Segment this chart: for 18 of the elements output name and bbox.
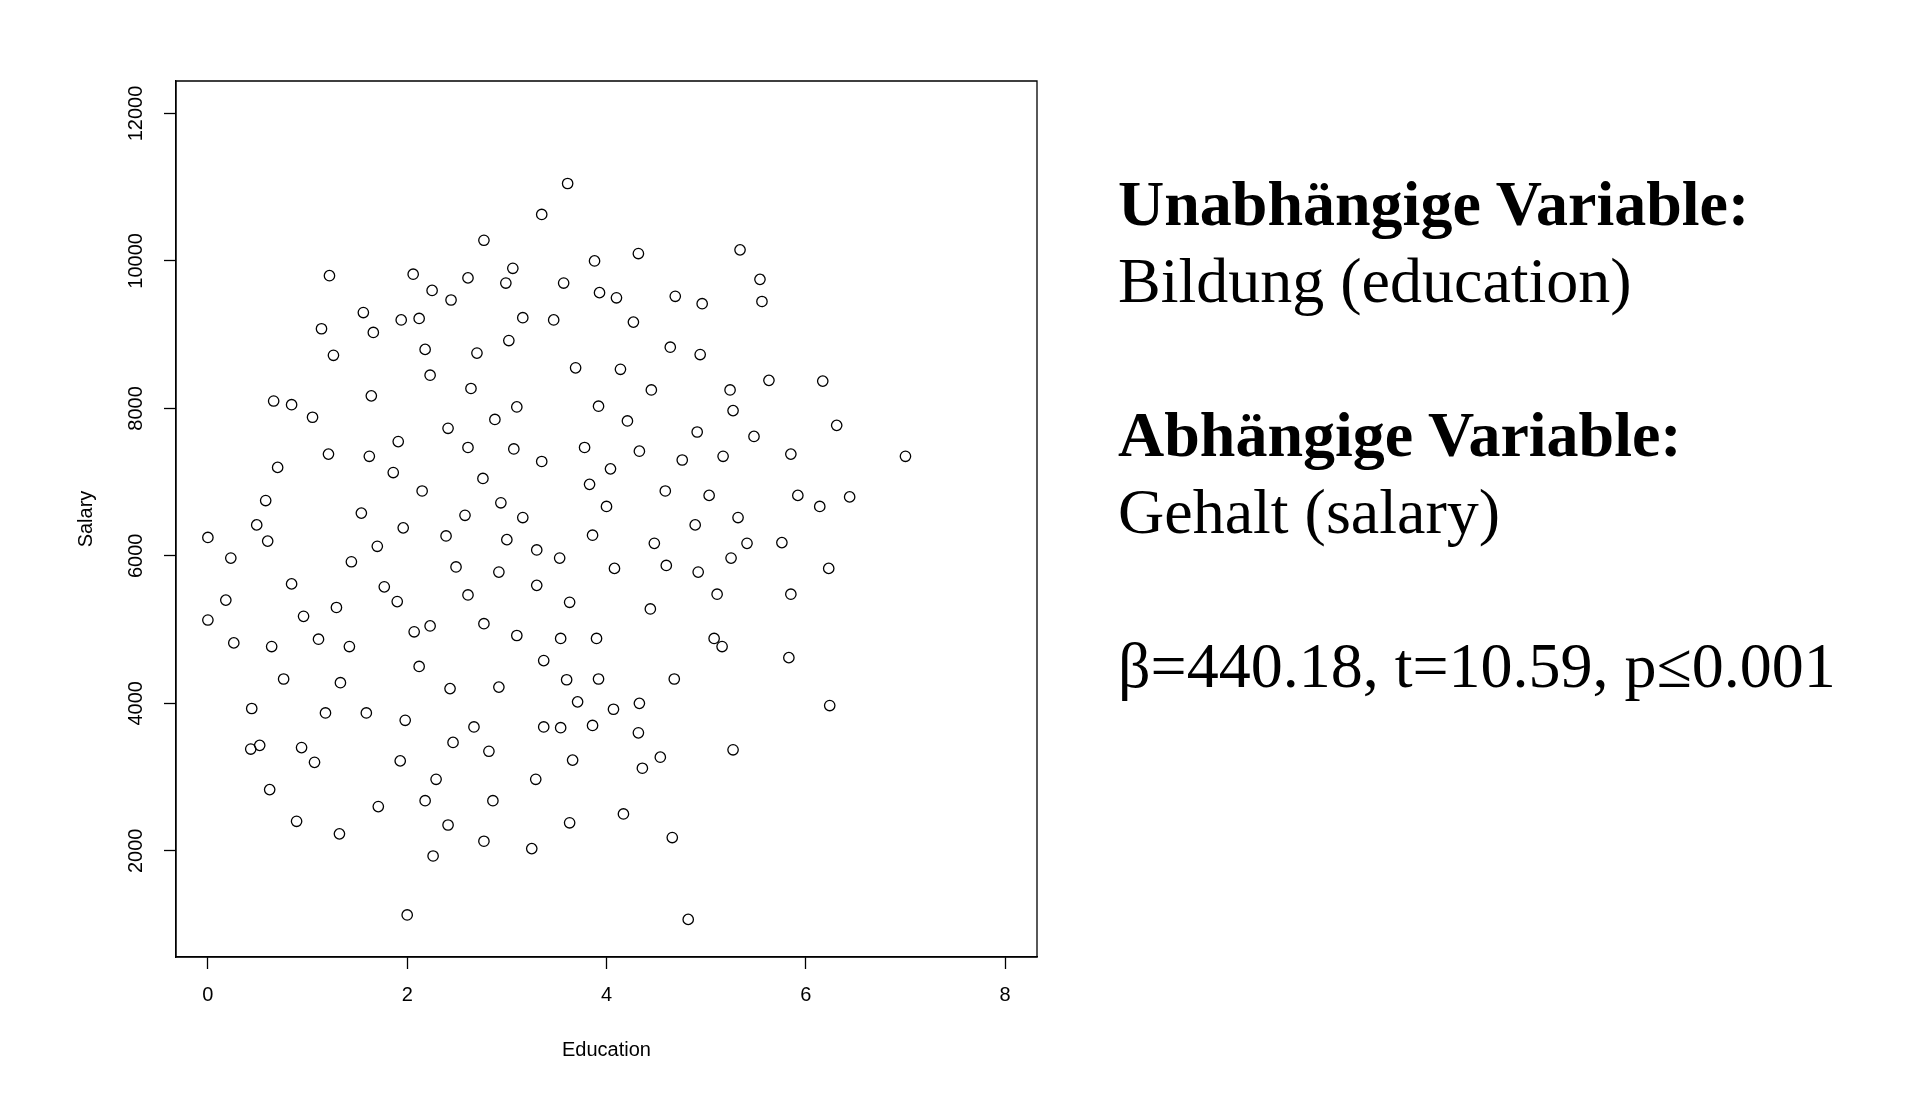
y-tick-label: 6000 [123, 533, 146, 579]
text: Unabhängige Variable: [1118, 167, 1750, 241]
y-tick-label: 8000 [123, 386, 146, 431]
y-tick-label: 4000 [123, 681, 146, 726]
y-tick-label: 10000 [123, 233, 146, 289]
text: Gehalt (salary) [1118, 475, 1501, 549]
y-tick-label: 12000 [123, 85, 146, 142]
text: Bildung (education) [1118, 244, 1632, 318]
x-tick-label: 6 [800, 982, 812, 1005]
text: β=440.18, t=10.59, p≤0.001 [1118, 629, 1836, 703]
y-tick-label: 2000 [123, 828, 146, 874]
x-tick-label: 8 [999, 982, 1011, 1005]
x-tick-label: 2 [401, 982, 413, 1005]
y-axis-title: Salary [73, 490, 96, 548]
text: Abhängige Variable: [1118, 398, 1682, 472]
x-tick-label: 0 [202, 982, 214, 1005]
x-tick-label: 4 [600, 982, 613, 1005]
x-axis-title: Education [562, 1037, 651, 1060]
